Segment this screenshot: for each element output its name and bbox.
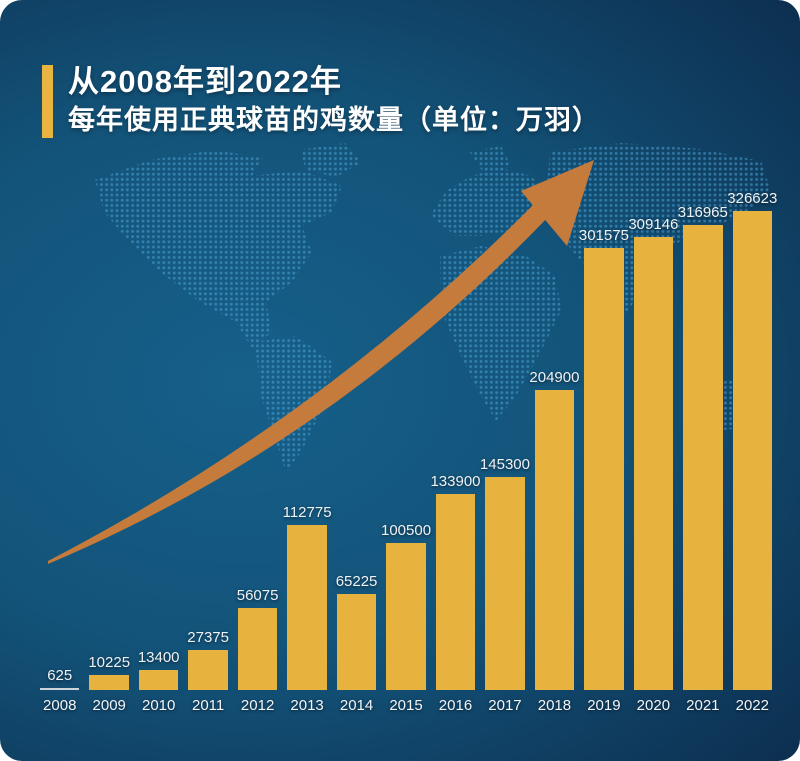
year-label: 2014 — [339, 697, 374, 714]
bar-value-label: 27375 — [187, 628, 229, 646]
bar-value-label: 56075 — [236, 586, 279, 604]
bar — [237, 607, 278, 690]
bar-column: 65225 2014 — [335, 573, 378, 716]
bar — [188, 649, 228, 690]
bar-chart: 625 2008 10225 2009 13400 2010 27375 2011 56075 2… — [40, 190, 777, 717]
bar — [732, 211, 773, 690]
year-label: 2009 — [92, 697, 126, 714]
bar-column: 309146 2020 — [628, 216, 678, 716]
year-label: 2013 — [290, 697, 324, 714]
chart-title: 从2008年到2022年 每年使用正典球苗的鸡数量（单位：万羽） — [68, 62, 600, 138]
title-line1: 从2008年到2022年 — [68, 64, 342, 99]
bar-value-label: 100500 — [380, 521, 432, 539]
bar-value-label: 133900 — [430, 472, 481, 490]
bar — [386, 542, 426, 690]
year-label: 2010 — [141, 697, 176, 714]
year-label: 2022 — [735, 697, 769, 714]
year-label: 2016 — [438, 697, 473, 714]
bar-column: 133900 2016 — [430, 473, 480, 716]
year-label: 2015 — [389, 697, 423, 714]
bar-value-label: 13400 — [137, 649, 180, 667]
bar-column: 204900 2018 — [529, 369, 579, 716]
year-label: 2008 — [43, 697, 77, 714]
bar-column: 27375 2011 — [187, 628, 229, 716]
year-label: 2012 — [240, 697, 275, 714]
year-label: 2017 — [488, 697, 522, 714]
title-line2: 每年使用正典球苗的鸡数量（单位：万羽） — [68, 105, 600, 135]
bar-column: 145300 2017 — [480, 456, 530, 716]
bar-column: 625 2008 — [40, 666, 80, 717]
title-accent-bar — [42, 65, 53, 138]
bar-column: 56075 2012 — [236, 586, 279, 716]
bar-value-label: 316965 — [677, 204, 728, 222]
bar-value-label: 625 — [47, 666, 73, 684]
bar-column: 13400 2010 — [137, 649, 180, 716]
bar-column: 100500 2015 — [381, 522, 431, 716]
bar — [89, 675, 129, 690]
bar-value-label: 309146 — [628, 215, 679, 233]
bar — [287, 524, 327, 690]
bar — [584, 247, 624, 690]
year-label: 2018 — [537, 697, 572, 714]
bar-value-label: 326623 — [727, 190, 778, 207]
bar-value-label: 112775 — [282, 503, 332, 521]
bar-column: 326623 2022 — [727, 190, 777, 716]
bar-column: 316965 2021 — [678, 204, 728, 716]
bar-column: 301575 2019 — [579, 227, 629, 716]
bar — [336, 594, 377, 690]
year-label: 2020 — [636, 697, 671, 714]
bar-column: 10225 2009 — [88, 654, 131, 716]
bar — [485, 476, 525, 690]
bar — [633, 236, 674, 690]
bar — [40, 687, 80, 690]
bar — [534, 389, 575, 690]
bar-value-label: 65225 — [335, 573, 378, 591]
year-label: 2019 — [587, 697, 621, 714]
bar — [138, 670, 179, 690]
bar-column: 112775 2013 — [283, 504, 332, 716]
year-label: 2021 — [686, 697, 720, 714]
bar — [435, 493, 476, 690]
bar-value-label: 301575 — [578, 226, 629, 244]
bar — [683, 225, 723, 690]
bar-value-label: 10225 — [88, 654, 131, 672]
year-label: 2011 — [192, 697, 225, 714]
bar-value-label: 204900 — [529, 368, 580, 386]
bar-value-label: 145300 — [479, 455, 530, 473]
